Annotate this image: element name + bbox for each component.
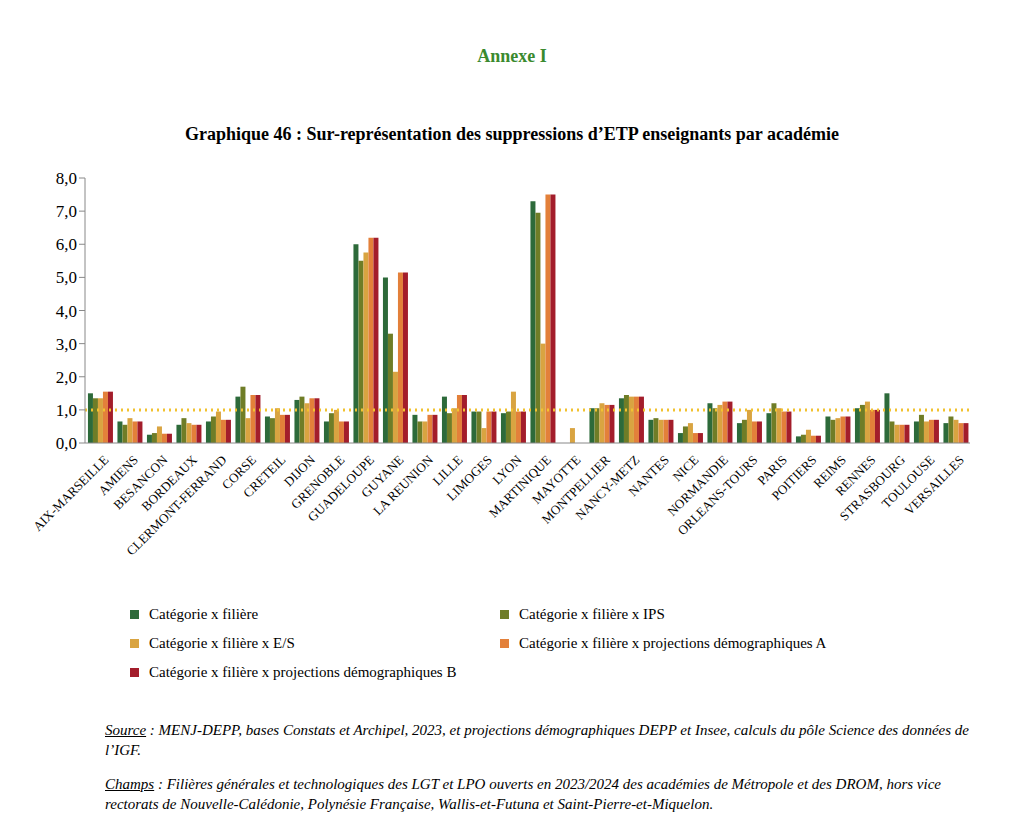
svg-text:CORSE: CORSE bbox=[218, 452, 259, 493]
svg-text:AMIENS: AMIENS bbox=[95, 452, 141, 498]
svg-text:6,0: 6,0 bbox=[56, 235, 77, 254]
html-text:Champs: Filières générales et: Champs: Filières générales et technologi… bbox=[105, 776, 941, 812]
svg-text:8,0: 8,0 bbox=[56, 169, 77, 188]
svg-text:VERSAILLES: VERSAILLES bbox=[901, 452, 967, 518]
svg-text:NORMANDIE: NORMANDIE bbox=[664, 452, 731, 519]
svg-text:NANCY-METZ: NANCY-METZ bbox=[572, 452, 643, 523]
svg-text:MARTINIQUE: MARTINIQUE bbox=[485, 452, 554, 521]
svg-text:LIMOGES: LIMOGES bbox=[444, 452, 495, 503]
svg-text:CLERMONT-FERRAND: CLERMONT-FERRAND bbox=[123, 452, 229, 558]
svg-text:BESANCON: BESANCON bbox=[110, 452, 171, 513]
svg-text:ORLEANS-TOURS: ORLEANS-TOURS bbox=[674, 452, 760, 538]
svg-text:1,0: 1,0 bbox=[56, 401, 77, 420]
svg-text:GUYANE: GUYANE bbox=[358, 452, 407, 501]
svg-text:5,0: 5,0 bbox=[56, 268, 77, 287]
html-text:Catégorie x filière: Catégorie x filière bbox=[149, 606, 259, 622]
html-text:Catégorie x filière x projecti: Catégorie x filière x projections démogr… bbox=[149, 664, 457, 680]
svg-text:TOULOUSE: TOULOUSE bbox=[878, 452, 938, 512]
svg-text:REIMS: REIMS bbox=[810, 452, 849, 491]
html-text:Graphique 46 : Sur-représentat: Graphique 46 : Sur-représentation des su… bbox=[185, 124, 839, 144]
html-text:Catégorie x filière x IPS: Catégorie x filière x IPS bbox=[519, 606, 665, 622]
svg-text:0,0: 0,0 bbox=[56, 434, 77, 453]
html-text:Annexe I: Annexe I bbox=[477, 46, 547, 66]
svg-text:CRETEIL: CRETEIL bbox=[240, 452, 288, 500]
html-text:Catégorie x filière x projecti: Catégorie x filière x projections démogr… bbox=[519, 635, 827, 651]
svg-text:POITIERS: POITIERS bbox=[768, 452, 820, 504]
svg-text:LA REUNION: LA REUNION bbox=[370, 452, 436, 518]
svg-text:DIJON: DIJON bbox=[280, 452, 318, 490]
svg-text:NANTES: NANTES bbox=[625, 452, 672, 499]
svg-text:MAYOTTE: MAYOTTE bbox=[528, 452, 584, 507]
svg-text:LYON: LYON bbox=[489, 452, 525, 488]
svg-text:RENNES: RENNES bbox=[832, 452, 879, 499]
html-text:Source: MENJ-DEPP, bases Const: Source: MENJ-DEPP, bases Constats et Arc… bbox=[105, 722, 969, 758]
svg-text:3,0: 3,0 bbox=[56, 335, 77, 354]
svg-text:GUADELOUPE: GUADELOUPE bbox=[304, 452, 377, 525]
svg-text:GRENOBLE: GRENOBLE bbox=[287, 452, 348, 512]
html-text:Catégorie x filière x E/S: Catégorie x filière x E/S bbox=[149, 635, 295, 651]
svg-text:LILLE: LILLE bbox=[429, 452, 466, 489]
svg-text:2,0: 2,0 bbox=[56, 368, 77, 387]
svg-text:STRASBOURG: STRASBOURG bbox=[836, 452, 908, 524]
svg-text:AIX-MARSEILLE: AIX-MARSEILLE bbox=[30, 452, 112, 534]
svg-text:4,0: 4,0 bbox=[56, 302, 77, 321]
svg-text:BORDEAUX: BORDEAUX bbox=[138, 452, 200, 514]
svg-text:NICE: NICE bbox=[669, 452, 702, 485]
svg-text:PARIS: PARIS bbox=[754, 452, 790, 488]
svg-text:MONTPELLIER: MONTPELLIER bbox=[538, 452, 613, 527]
svg-text:7,0: 7,0 bbox=[56, 202, 77, 221]
